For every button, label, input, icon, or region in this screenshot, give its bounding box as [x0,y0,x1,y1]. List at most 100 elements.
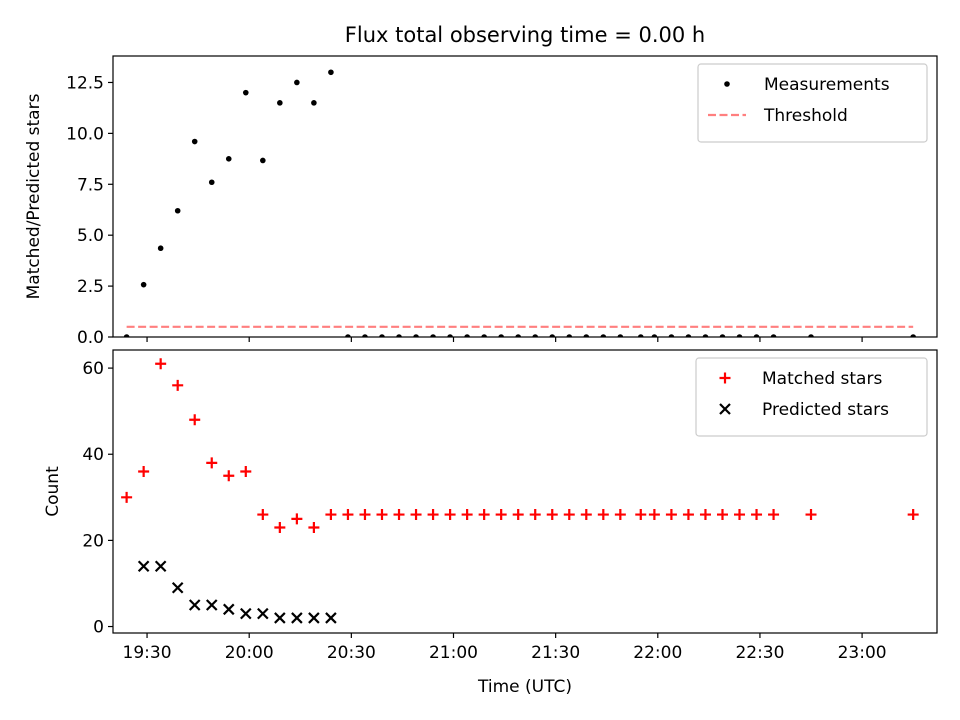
data-point [277,100,283,106]
bottom-plot-area [121,358,919,624]
data-point [413,334,419,337]
data-point [529,509,541,521]
data-point [396,334,402,337]
legend-swatch [719,403,731,415]
data-point [716,509,728,521]
top-series-measurements [123,69,916,337]
data-point [157,245,164,252]
data-point [768,509,780,521]
data-point [481,334,487,337]
data-point [311,100,317,106]
top-panel: 0.0 2.5 5.0 7.5 10.0 12.5 Matched/Predicted st… [24,55,938,348]
data-point [172,379,184,391]
data-point [702,334,709,337]
data-point [566,334,573,337]
data-point [274,521,286,533]
y-tick-label: 60 [82,359,104,379]
data-point [328,69,334,76]
data-point [137,560,150,573]
data-point [291,612,303,624]
data-point [208,179,215,186]
data-point [325,509,337,521]
bottom-panel: 0 20 40 60 19:30 20:00 20:30 21:00 21:30 22:00 22:… [43,349,938,697]
legend-swatch [724,81,730,87]
x-tick-label: 19:30 [123,643,172,663]
x-tick-label: 21:00 [429,643,478,663]
data-point [362,334,368,337]
legend-label: Measurements [764,75,890,95]
data-point [242,89,249,96]
data-point [532,334,539,337]
data-point [444,509,456,521]
data-point [308,612,320,624]
data-point [685,334,692,337]
top-legend: Measurements Threshold [697,63,928,143]
data-point [359,509,371,521]
data-point [140,281,147,288]
data-point [907,509,919,521]
data-point [668,334,675,337]
x-tick-label: 22:30 [735,643,784,663]
y-tick-label: 2.5 [77,277,104,297]
y-tick-label: 7.5 [77,175,104,195]
data-point [665,509,677,521]
data-point [637,334,644,337]
data-point [189,414,201,426]
data-point [274,612,286,624]
y-tick-label: 20 [82,531,104,551]
data-point [393,509,405,521]
x-tick-label: 22:00 [633,643,682,663]
data-point [478,509,490,521]
bottom-series-matched-stars [121,358,919,533]
data-point [753,334,760,337]
data-point [805,509,817,521]
data-point [512,509,524,521]
data-point [123,334,130,337]
y-tick-label: 10.0 [66,124,104,144]
data-point [325,612,337,624]
data-point [751,509,763,521]
data-point [345,334,351,337]
data-point [205,599,218,611]
data-point [549,334,556,337]
bottom-axes-frame [112,349,938,634]
data-point [223,470,235,482]
data-point [427,509,439,521]
data-point [580,509,592,521]
bottom-y-axis-label: Count [43,466,63,517]
data-point [635,509,647,521]
data-point [614,509,626,521]
y-tick-label: 12.5 [66,73,104,93]
x-tick-label: 23:00 [838,643,887,663]
data-point [515,334,521,337]
data-point [342,509,354,521]
bottom-legend: Matched stars Predicted stars [695,357,928,437]
data-point [461,509,473,521]
data-point [734,509,746,521]
data-point [648,509,660,521]
data-point [699,509,711,521]
data-point [240,465,252,477]
y-tick-label: 5.0 [77,226,104,246]
data-point [736,334,743,337]
legend-label: Predicted stars [762,400,889,420]
data-point [225,156,232,162]
data-point [260,157,266,164]
data-point [464,334,470,337]
data-point [171,581,184,594]
data-point [651,334,658,337]
y-tick-label: 40 [82,445,104,465]
x-tick-label: 20:30 [327,643,376,663]
data-point [617,334,624,337]
legend-label: Matched stars [762,369,882,389]
data-point [546,509,558,521]
x-tick-label: 20:00 [225,643,274,663]
data-point [257,509,269,521]
top-axes-frame [112,55,938,338]
data-point [495,509,507,521]
x-axis-label: Time (UTC) [477,677,572,697]
data-point [174,207,181,214]
data-point [808,334,814,337]
data-point [376,509,388,521]
